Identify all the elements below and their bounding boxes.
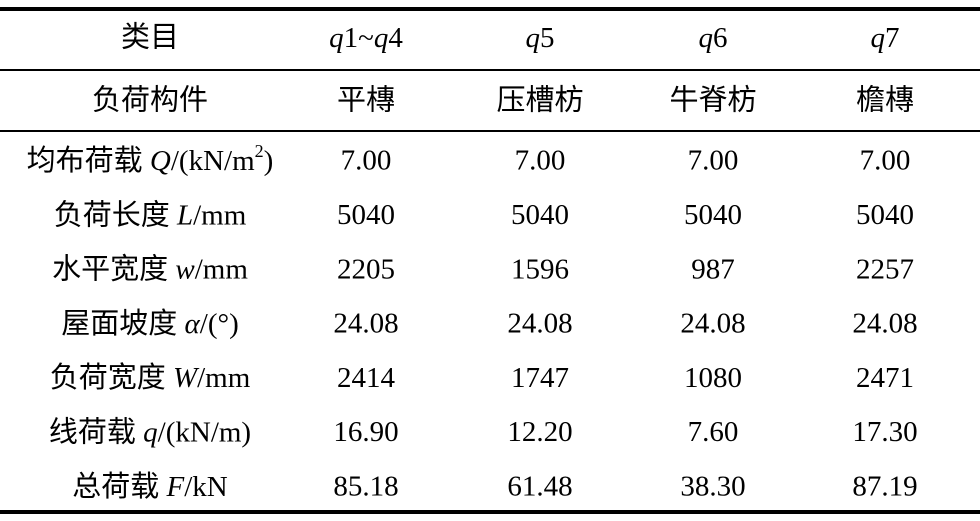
cell-text: 24.08	[507, 308, 572, 340]
cell-text: 38.30	[680, 470, 745, 502]
cell-text: 17.30	[852, 416, 917, 448]
text-segment: q	[871, 22, 886, 54]
cell-text: 24.08	[852, 308, 917, 340]
text-segment: /(°)	[200, 308, 239, 340]
text-segment: α	[185, 308, 201, 340]
cell-text: 线荷载 q/(kN/m)	[49, 415, 251, 448]
text-segment: /mm	[195, 253, 249, 285]
text-segment: 负荷宽度	[50, 361, 173, 394]
text-segment: L	[176, 199, 193, 231]
cell-text: 均布荷载 Q/(kN/m2)	[27, 141, 274, 177]
text-segment: q	[143, 416, 158, 448]
cell-text: q1~q4	[329, 22, 403, 54]
text-segment: W	[173, 362, 200, 394]
cell-text: 7.60	[688, 416, 739, 448]
cell-text: 负荷长度 L/mm	[54, 198, 247, 231]
text-segment: q	[526, 22, 541, 54]
cell-text: 2414	[337, 362, 396, 394]
text-segment: Q	[150, 145, 171, 177]
cell-text: 5040	[684, 199, 742, 231]
text-segment: 5	[540, 22, 555, 54]
text-segment: 7	[885, 22, 900, 54]
cell-text: q7	[871, 22, 900, 54]
text-segment: /(kN/m)	[158, 416, 251, 448]
cell-text: 平槫	[337, 84, 395, 117]
cell-text: 12.20	[507, 416, 572, 448]
cell-text: 7.00	[515, 145, 566, 177]
text-segment: 屋面坡度	[61, 307, 184, 340]
text-segment: /(kN/m	[171, 145, 255, 177]
cell-text: 5040	[337, 199, 395, 231]
text-segment: 负荷长度	[54, 198, 177, 231]
cell-text: 总荷载 F/kN	[72, 469, 228, 502]
text-segment: 6	[713, 22, 728, 54]
text-segment: 总荷载	[72, 469, 166, 502]
cell-text: 负荷构件	[92, 84, 208, 117]
cell-text: 987	[691, 253, 735, 285]
cell-text: 水平宽度 w/mm	[52, 252, 248, 285]
text-segment: /mm	[197, 362, 251, 394]
cell-text: 7.00	[860, 145, 911, 177]
cell-text: 2471	[856, 362, 914, 394]
text-segment: /kN	[184, 470, 228, 502]
cell-text: 5040	[856, 199, 914, 231]
text-segment: 4	[388, 22, 403, 54]
cell-text: 24.08	[680, 308, 745, 340]
text-segment: 1~	[344, 22, 374, 54]
cell-text: 87.19	[852, 470, 917, 502]
cell-text: 压槽枋	[496, 84, 583, 117]
cell-text: 1080	[684, 362, 742, 394]
cell-text: q5	[526, 22, 555, 54]
text-segment: q	[374, 22, 389, 54]
cell-text: 2257	[856, 253, 914, 285]
text-segment: /mm	[193, 199, 247, 231]
cell-text: q6	[699, 22, 728, 54]
text-segment: w	[175, 253, 195, 285]
text-segment: F	[166, 470, 185, 502]
cell-text: 牛脊枋	[669, 84, 756, 117]
cell-text: 檐槫	[856, 84, 914, 117]
text-segment: q	[699, 22, 714, 54]
text-segment: )	[264, 145, 274, 177]
cell-text: 5040	[511, 199, 569, 231]
text-segment: 2	[255, 141, 264, 161]
cell-text: 61.48	[507, 470, 572, 502]
text-segment: 均布荷载	[27, 144, 150, 177]
cell-text: 负荷宽度 W/mm	[50, 361, 251, 394]
cell-text: 屋面坡度 α/(°)	[61, 307, 238, 340]
text-segment: 线荷载	[49, 415, 143, 448]
cell-text: 类目	[121, 21, 179, 54]
text-segment: q	[329, 22, 344, 54]
text-segment: 水平宽度	[52, 252, 175, 285]
cell-text: 7.00	[688, 145, 739, 177]
cell-text: 24.08	[333, 308, 398, 340]
cell-text: 1747	[511, 362, 569, 394]
cell-text: 7.00	[341, 145, 392, 177]
cell-text: 16.90	[333, 416, 398, 448]
cell-text: 2205	[337, 253, 395, 285]
cell-text: 85.18	[333, 470, 398, 502]
cell-text: 1596	[511, 253, 569, 285]
